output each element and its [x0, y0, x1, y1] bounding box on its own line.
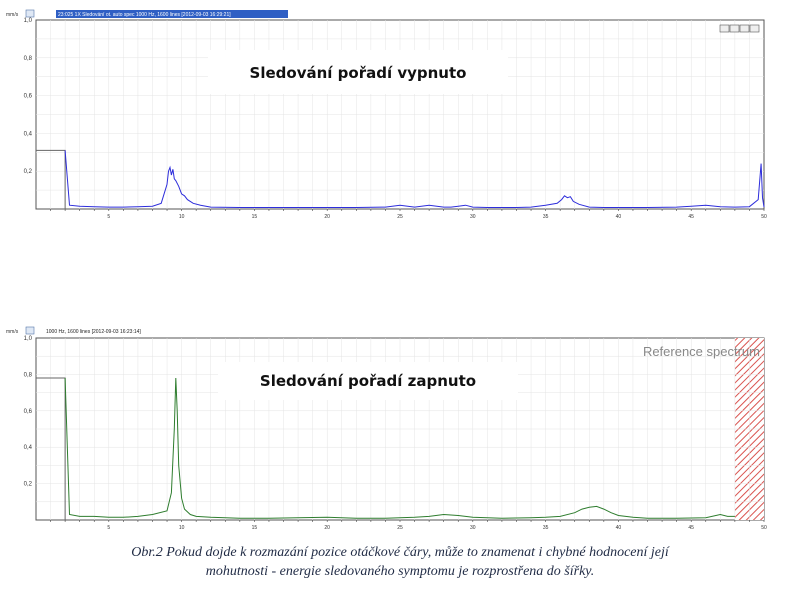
- x-tick-label: 5: [107, 525, 110, 531]
- y-tick-label: 1,0: [24, 18, 33, 24]
- y-tick-label: 0,2: [24, 169, 33, 175]
- chart-bottom: 5 10 15 20 25 30 35 40 45 500,20,40,60,81,0 mm/s …: [6, 326, 767, 531]
- x-tick-label: 15: [252, 525, 258, 531]
- x-tick-label: 5: [107, 214, 110, 220]
- x-tick-label: 30: [470, 525, 476, 531]
- y-tick-label: 1,0: [24, 336, 33, 342]
- lock-icon[interactable]: [729, 24, 740, 33]
- annotation-bottom: Sledování pořadí zapnuto: [260, 372, 476, 390]
- x-tick-label: 20: [324, 214, 330, 220]
- ticks-top: 5 10 15 20 25 30 35 40 45 50 0,2 0,4 0,6 0,8 1,0: [24, 18, 767, 220]
- grid-top: [36, 20, 764, 209]
- caption-line-2: mohutnosti - energie sledovaného symptom…: [205, 564, 595, 579]
- chart-icon[interactable]: [25, 9, 35, 18]
- spectrum-line-top: [64, 150, 765, 208]
- x-tick-label: 50: [761, 525, 767, 531]
- header-bar-top: [56, 10, 288, 18]
- x-tick-label: 45: [688, 214, 694, 220]
- header-text-bottom: 1000 Hz, 1600 lines [2012-09-03 16:23:14…: [46, 329, 141, 335]
- x-tick-label: 50: [761, 214, 767, 220]
- x-tick-label: 45: [688, 525, 694, 531]
- yunit-bottom: mm/s: [6, 329, 19, 335]
- x-tick-label: 15: [252, 214, 258, 220]
- toolbar-top: [719, 24, 760, 33]
- reference-spectrum-label: Reference spectrum: [643, 344, 760, 359]
- spectrum-line-bottom: [64, 377, 735, 519]
- y-tick-label: 0,2: [24, 482, 33, 488]
- chart-top: 5 10 15 20 25 30 35 40 45 500,20,40,60,81,0 mm/s …: [6, 9, 767, 220]
- x-tick-label: 25: [397, 214, 403, 220]
- caption-line-1: Obr.2 Pokud dojde k rozmazání pozice otá…: [131, 545, 669, 560]
- annotation-box-top: [208, 50, 508, 94]
- spectrum-charts: 5 10 15 20 25 30 35 40 45 500,20,40,60,81,0 mm/s …: [6, 9, 767, 531]
- x-tick-label: 10: [179, 525, 185, 531]
- y-tick-label: 0,8: [24, 56, 33, 62]
- x-tick-label: 40: [616, 214, 622, 220]
- figure-caption: Obr.2 Pokud dojde k rozmazání pozice otá…: [20, 543, 780, 581]
- x-tick-label: 25: [397, 525, 403, 531]
- y-tick-label: 0,8: [24, 372, 33, 378]
- x-tick-label: 30: [470, 214, 476, 220]
- x-tick-label: 35: [543, 214, 549, 220]
- annotation-box-bottom: [218, 362, 518, 400]
- plus-icon[interactable]: [739, 24, 750, 33]
- header-text-top: 23:025 1X Sledování ot. auto spec 1000 H…: [58, 12, 231, 18]
- x-tick-label: 10: [179, 214, 185, 220]
- ticks-bottom: 5 10 15 20 25 30 35 40 45 50 0,2 0,4 0,6 0,8 1,0: [24, 336, 767, 531]
- y-tick-label: 0,6: [24, 409, 33, 415]
- y-tick-label: 0,4: [24, 131, 33, 137]
- grid-bottom: [36, 338, 764, 520]
- yunit-top: mm/s: [6, 12, 19, 18]
- annotation-top: Sledování pořadí vypnuto: [250, 64, 467, 82]
- window-icon[interactable]: [749, 24, 760, 33]
- x-tick-label: 35: [543, 525, 549, 531]
- x-tick-label: 20: [324, 525, 330, 531]
- y-tick-label: 0,4: [24, 445, 33, 451]
- chart-icon[interactable]: [25, 326, 35, 335]
- minus-icon[interactable]: [719, 24, 730, 33]
- y-tick-label: 0,6: [24, 94, 33, 100]
- x-tick-label: 40: [616, 525, 622, 531]
